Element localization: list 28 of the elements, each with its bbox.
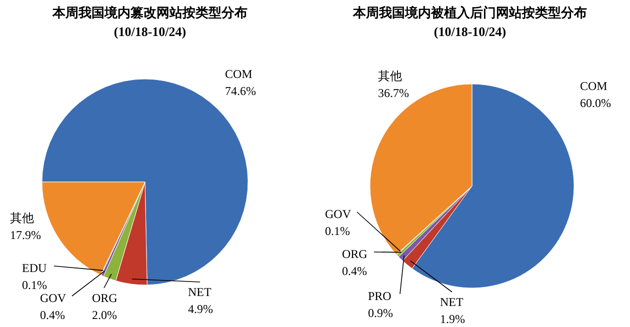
slice-label: COM — [580, 79, 608, 93]
data-label: 2.0% — [92, 308, 117, 322]
data-label: 1.9% — [440, 312, 465, 326]
slice-label: 其他 — [378, 69, 402, 83]
chart-subtitle: (10/18-10/24) — [434, 24, 506, 39]
slice-label: GOV — [40, 291, 66, 305]
data-label: 74.6% — [225, 84, 256, 98]
data-label: 0.4% — [342, 264, 367, 278]
data-label: 0.9% — [368, 306, 393, 320]
slice-label: NET — [188, 285, 212, 299]
slice-label: 其他 — [10, 211, 34, 225]
slice-label: NET — [440, 295, 464, 309]
data-label: 0.1% — [325, 224, 350, 238]
data-label: 0.1% — [22, 278, 47, 292]
slice-label: PRO — [368, 289, 392, 303]
data-label: 17.9% — [10, 228, 41, 242]
slice-label: GOV — [325, 207, 352, 221]
chart-title: 本周我国境内被植入后门网站按类型分布 — [352, 5, 587, 21]
data-label: 36.7% — [378, 86, 409, 100]
slice-label: EDU — [22, 261, 47, 275]
chart-subtitle: (10/18-10/24) — [114, 24, 186, 39]
slice-label: ORG — [92, 291, 118, 305]
data-label: 4.9% — [188, 302, 213, 316]
slice-label: COM — [225, 67, 253, 81]
data-label: 0.4% — [40, 308, 65, 322]
chart-title: 本周我国境内篡改网站按类型分布 — [52, 5, 248, 21]
slice-label: ORG — [342, 247, 368, 261]
data-label: 60.0% — [580, 96, 611, 110]
